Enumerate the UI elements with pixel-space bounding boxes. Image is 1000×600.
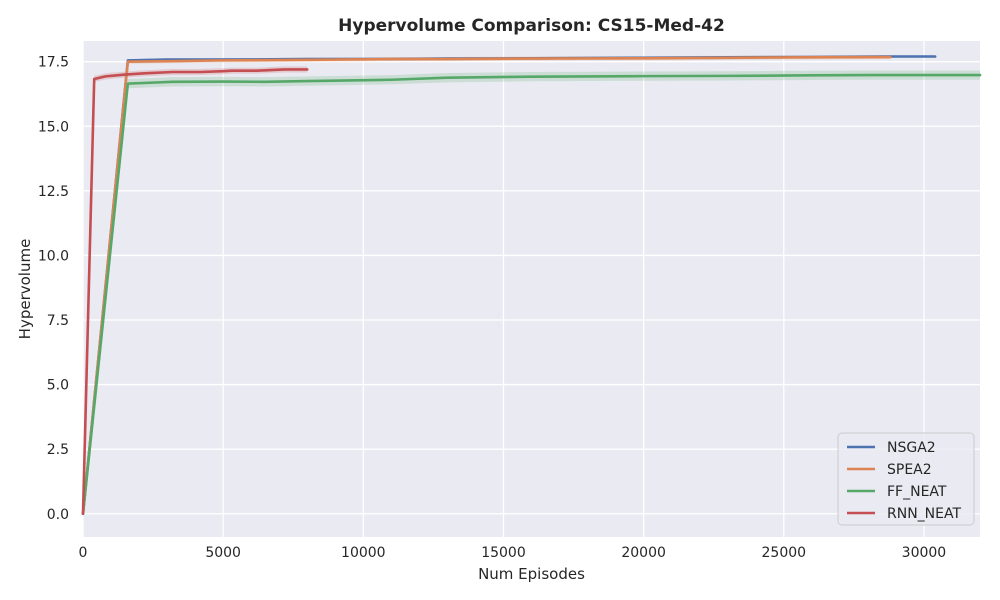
- legend-label: FF_NEAT: [887, 484, 947, 500]
- legend-label: NSGA2: [887, 440, 936, 456]
- series-line: [81, 68, 309, 516]
- x-tick-label: 30000: [902, 545, 947, 561]
- legend: NSGA2 SPEA2 FF_NEAT RNN_NEAT: [837, 432, 975, 526]
- x-tick-label: 15000: [481, 545, 526, 561]
- y-tick-label: 2.5: [47, 442, 69, 458]
- series-line: [81, 55, 892, 516]
- y-tick-label: 5.0: [47, 378, 69, 394]
- legend-box: [837, 432, 975, 526]
- x-tick-label: 25000: [762, 545, 807, 561]
- chart-title: Hypervolume Comparison: CS15-Med-42: [338, 16, 725, 36]
- series-line: [81, 73, 982, 516]
- y-tick-label: 12.5: [38, 184, 69, 200]
- y-tick-label: 7.5: [47, 313, 69, 329]
- plot-background: [83, 41, 980, 537]
- y-tick-label: 17.5: [38, 55, 69, 71]
- x-tick-label: 20000: [621, 545, 666, 561]
- y-axis-label: Hypervolume: [16, 239, 34, 340]
- y-tick-label: 15.0: [38, 119, 69, 135]
- y-tick-label: 10.0: [38, 248, 69, 264]
- grid-lines: [82, 41, 980, 537]
- y-tick-label: 0.0: [47, 507, 69, 523]
- x-tick-label: 5000: [205, 545, 241, 561]
- legend-label: RNN_NEAT: [887, 506, 961, 522]
- legend-label: SPEA2: [887, 462, 932, 478]
- x-tick-labels: 0 5000 10000 15000 20000 25000 30000: [79, 545, 947, 561]
- x-tick-label: 10000: [341, 545, 386, 561]
- series-lines: [81, 55, 982, 516]
- x-axis-label: Num Episodes: [478, 565, 585, 583]
- y-tick-labels: 0.0 2.5 5.0 7.5 10.0 12.5 15.0 17.5: [38, 55, 69, 523]
- x-tick-label: 0: [79, 545, 88, 561]
